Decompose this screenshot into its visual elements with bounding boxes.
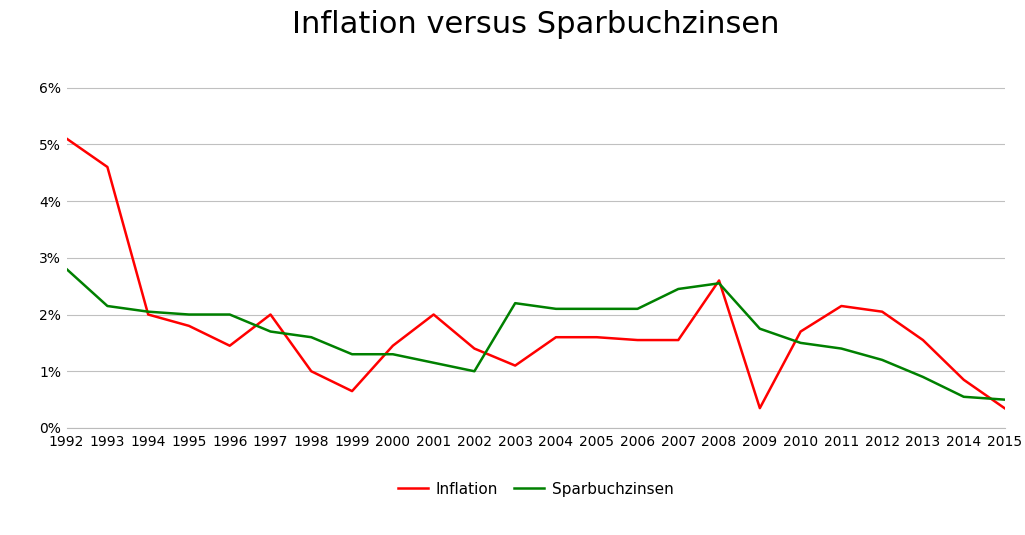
Sparbuchzinsen: [468, 368, 481, 374]
Inflation: [305, 368, 318, 374]
Inflation: [753, 405, 766, 411]
Sparbuchzinsen: [182, 311, 195, 318]
Inflation: [876, 309, 889, 315]
Sparbuchzinsen: [631, 305, 644, 312]
Line: Inflation: Inflation: [67, 139, 1004, 408]
Sparbuchzinsen: [753, 325, 766, 332]
Inflation: [101, 164, 114, 170]
Sparbuchzinsen: [223, 311, 236, 318]
Sparbuchzinsen: [305, 334, 318, 340]
Sparbuchzinsen: [345, 351, 358, 357]
Sparbuchzinsen: [876, 357, 889, 363]
Inflation: [427, 311, 440, 318]
Inflation: [468, 346, 481, 352]
Inflation: [998, 405, 1011, 411]
Inflation: [60, 135, 73, 142]
Inflation: [549, 334, 562, 340]
Inflation: [345, 388, 358, 394]
Sparbuchzinsen: [957, 394, 970, 400]
Sparbuchzinsen: [835, 346, 848, 352]
Sparbuchzinsen: [264, 328, 277, 335]
Inflation: [590, 334, 603, 340]
Legend: Inflation, Sparbuchzinsen: Inflation, Sparbuchzinsen: [392, 476, 680, 503]
Sparbuchzinsen: [794, 340, 807, 346]
Line: Sparbuchzinsen: Sparbuchzinsen: [67, 269, 1004, 400]
Inflation: [916, 337, 929, 343]
Sparbuchzinsen: [509, 300, 522, 307]
Title: Inflation versus Sparbuchzinsen: Inflation versus Sparbuchzinsen: [292, 10, 779, 39]
Inflation: [509, 362, 522, 369]
Sparbuchzinsen: [590, 305, 603, 312]
Inflation: [223, 342, 236, 349]
Sparbuchzinsen: [713, 280, 726, 287]
Inflation: [386, 342, 399, 349]
Sparbuchzinsen: [60, 266, 73, 272]
Inflation: [672, 337, 685, 343]
Sparbuchzinsen: [101, 303, 114, 309]
Inflation: [713, 277, 726, 284]
Sparbuchzinsen: [672, 286, 685, 292]
Inflation: [835, 303, 848, 309]
Inflation: [631, 337, 644, 343]
Inflation: [182, 323, 195, 329]
Inflation: [142, 311, 155, 318]
Sparbuchzinsen: [549, 305, 562, 312]
Sparbuchzinsen: [916, 374, 929, 380]
Inflation: [264, 311, 277, 318]
Sparbuchzinsen: [142, 309, 155, 315]
Inflation: [794, 328, 807, 335]
Sparbuchzinsen: [998, 396, 1011, 403]
Sparbuchzinsen: [427, 360, 440, 366]
Inflation: [957, 377, 970, 383]
Sparbuchzinsen: [386, 351, 399, 357]
